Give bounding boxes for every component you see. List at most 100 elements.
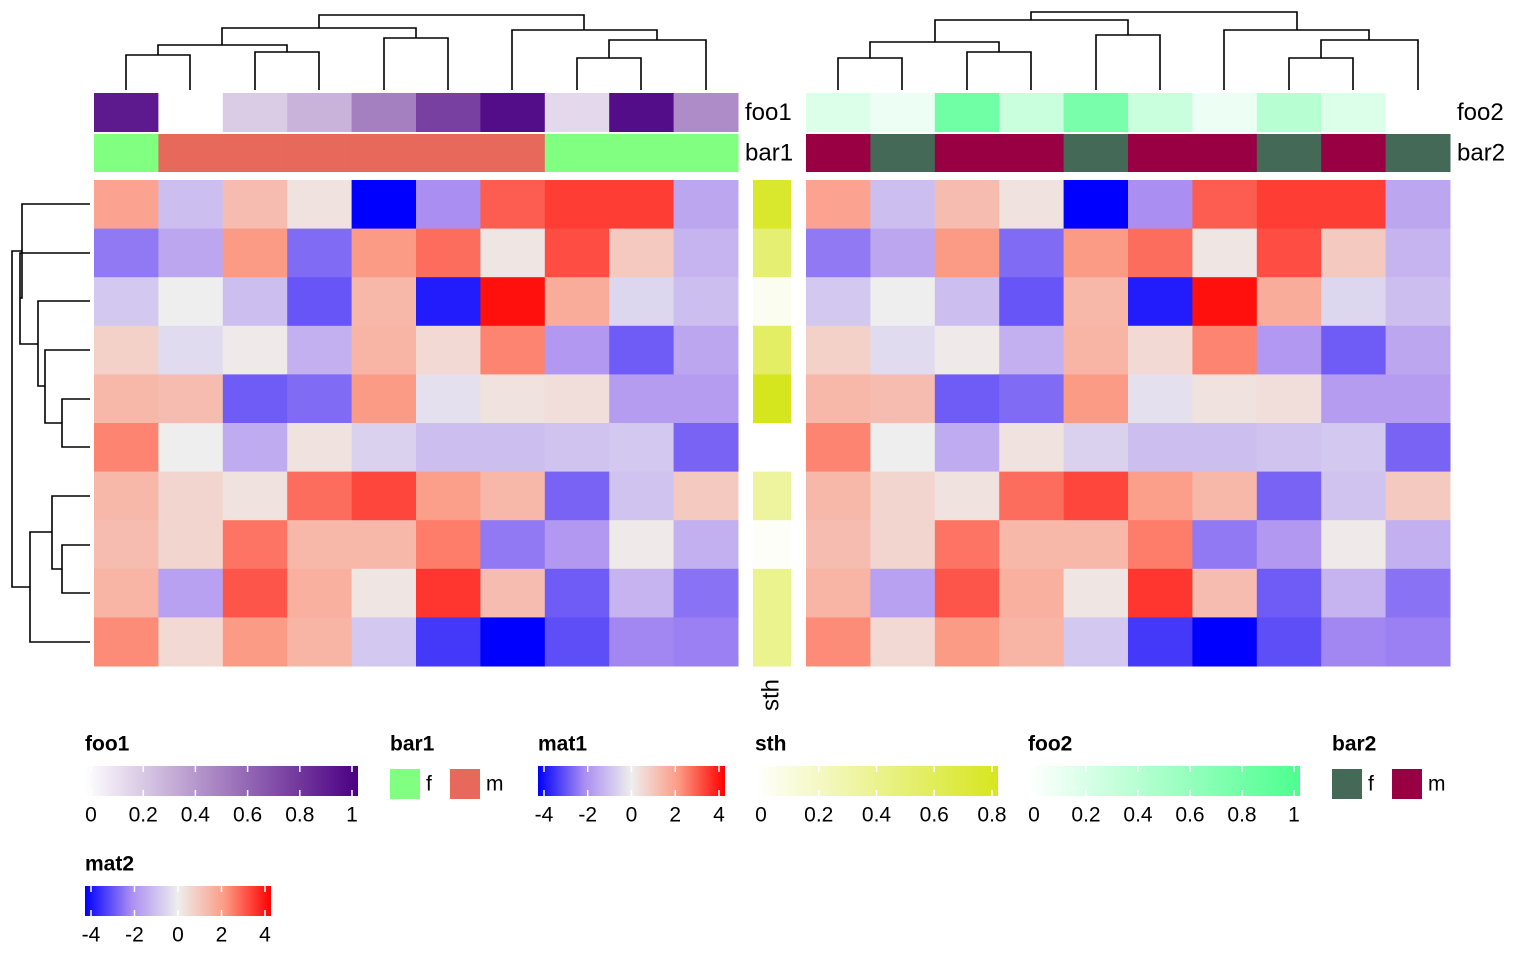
legend-tick-label: -2 <box>125 924 144 947</box>
heatmap-cell <box>94 325 159 375</box>
heatmap-cell <box>94 423 159 473</box>
heatmap-cell <box>287 423 353 473</box>
heatmap-cell <box>870 325 936 375</box>
heatmap-cell <box>158 180 224 230</box>
heatmap-cell <box>416 617 481 667</box>
heatmap-cell <box>1256 617 1322 667</box>
legend-colorbar <box>85 766 358 796</box>
annotation-cell <box>934 134 1000 172</box>
legend-tick-label: 0.8 <box>977 804 1006 827</box>
heatmap-cell <box>1256 180 1322 230</box>
heatmap-cell <box>480 325 546 375</box>
heatmap-cell <box>1321 277 1387 327</box>
annotation-cell <box>1192 134 1258 172</box>
legend-tick-label: 0.2 <box>1071 804 1100 827</box>
heatmap-cell <box>1128 374 1193 424</box>
heatmap-cell <box>870 520 936 570</box>
heatmap-cell <box>416 228 481 278</box>
heatmap-cell <box>806 228 871 278</box>
legend-swatch <box>390 769 420 799</box>
legend-title: mat1 <box>538 733 587 756</box>
heatmap-cell <box>806 423 871 473</box>
heatmap-cell <box>416 374 481 424</box>
heatmap-cell <box>222 568 288 618</box>
heatmap-cell <box>1128 568 1193 618</box>
heatmap-cell <box>544 471 610 521</box>
heatmap-cell <box>1321 374 1387 424</box>
heatmap-cell <box>480 520 546 570</box>
annotation-cell <box>1063 134 1129 172</box>
heatmap-cell <box>1321 520 1387 570</box>
annotation-cell <box>480 93 546 132</box>
heatmap-cell <box>806 374 871 424</box>
heatmap-cell <box>1128 520 1193 570</box>
heatmap-cell <box>158 228 224 278</box>
heatmap-cell <box>1192 471 1258 521</box>
heatmap-cell <box>1321 180 1387 230</box>
legend-tick-label: -4 <box>82 924 101 947</box>
heatmap-cell <box>544 325 610 375</box>
heatmap-cell <box>934 617 1000 667</box>
annotation-cell <box>222 134 288 172</box>
annotation-cell <box>753 374 791 424</box>
annotation-cell <box>999 93 1065 132</box>
heatmap-cell <box>1128 423 1193 473</box>
heatmap-cell <box>806 277 871 327</box>
heatmap-cell <box>1192 374 1258 424</box>
heatmap-cell <box>1321 228 1387 278</box>
heatmap-cell <box>158 374 224 424</box>
heatmap-cell <box>673 374 739 424</box>
annotation-label: bar1 <box>745 139 793 166</box>
heatmap-cell <box>870 568 936 618</box>
heatmap-cell <box>934 277 1000 327</box>
heatmap-cell <box>158 277 224 327</box>
heatmap-cell <box>1385 374 1451 424</box>
heatmap-cell <box>806 520 871 570</box>
legend-label: f <box>1368 773 1374 796</box>
heatmap-cell <box>1128 228 1193 278</box>
heatmap-cell <box>1192 617 1258 667</box>
legend-title: bar2 <box>1332 733 1376 756</box>
heatmap-cell <box>999 423 1065 473</box>
heatmap-cell <box>1192 180 1258 230</box>
heatmap-cell <box>870 228 936 278</box>
legend-tick-label: 0.4 <box>1123 804 1153 827</box>
heatmap-cell <box>609 617 675 667</box>
heatmap-cell <box>222 180 288 230</box>
heatmap-cell <box>416 180 481 230</box>
heatmap-cell <box>94 568 159 618</box>
annotation-cell <box>158 134 224 172</box>
heatmap-cell <box>1063 520 1129 570</box>
legend-tick-label: 0 <box>626 804 638 827</box>
heatmap-cell <box>351 423 417 473</box>
heatmap-cell <box>673 277 739 327</box>
annotation-cell <box>1128 134 1193 172</box>
annotation-cell <box>1321 93 1387 132</box>
heatmap-cell <box>158 471 224 521</box>
annotation-cell <box>609 134 675 172</box>
legend-tick-label: 0 <box>85 804 97 827</box>
heatmap-cell <box>351 374 417 424</box>
legend-tick-label: 0.2 <box>804 804 833 827</box>
heatmap-cell <box>1256 568 1322 618</box>
heatmap-cell <box>544 374 610 424</box>
heatmap-cell <box>158 568 224 618</box>
heatmap-cell <box>1192 325 1258 375</box>
legend-tick-label: 4 <box>259 924 271 947</box>
legend-tick-label: 2 <box>669 804 681 827</box>
heatmap-cell <box>1128 180 1193 230</box>
annotation-cell <box>753 325 791 375</box>
heatmap-cell <box>351 617 417 667</box>
heatmap-cell <box>1385 471 1451 521</box>
heatmap-cell <box>1063 617 1129 667</box>
annotation-label: sth <box>757 679 784 711</box>
annotation-cell <box>753 228 791 278</box>
heatmap-cell <box>480 374 546 424</box>
heatmap-cell <box>222 520 288 570</box>
annotation-label: foo1 <box>745 99 792 126</box>
annotation-cell <box>753 180 791 230</box>
heatmap-cell <box>1385 180 1451 230</box>
heatmap-cell <box>351 180 417 230</box>
